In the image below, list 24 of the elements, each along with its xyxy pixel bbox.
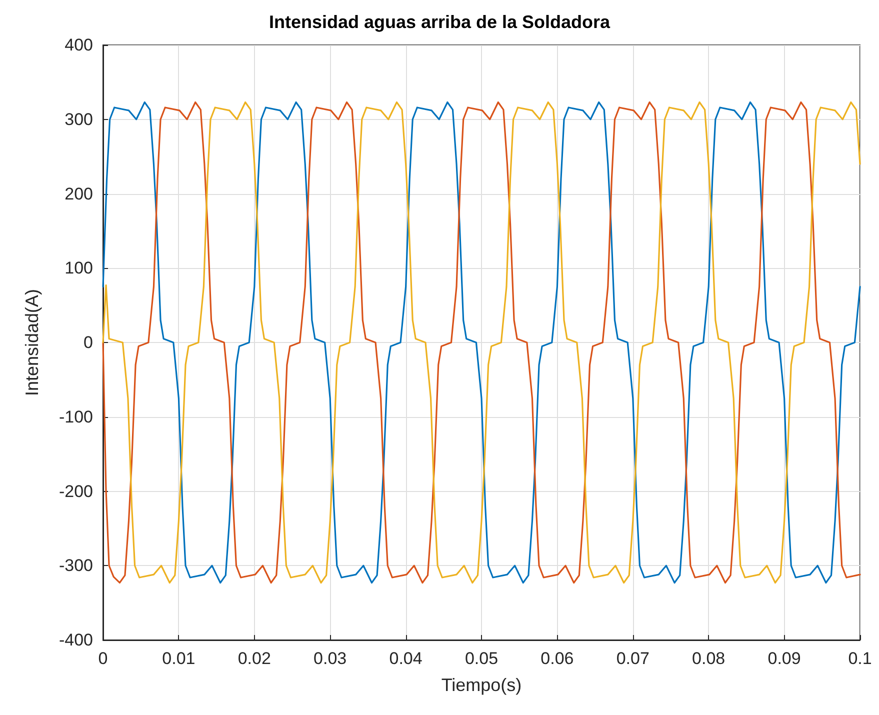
x-tick-label: 0.07 xyxy=(616,649,650,668)
x-tick-label: 0.01 xyxy=(162,649,196,668)
y-tick-label: 100 xyxy=(64,258,93,278)
y-tick-label: 0 xyxy=(84,333,93,352)
x-axis-title: Tiempo(s) xyxy=(441,675,522,695)
x-tick-label: 0.02 xyxy=(238,649,271,668)
y-tick-label: 300 xyxy=(64,110,93,129)
y-tick-label: -400 xyxy=(58,630,93,650)
x-tick-label: 0.04 xyxy=(389,649,422,668)
x-tick-label: 0.05 xyxy=(464,649,498,668)
line-series xyxy=(102,101,861,584)
y-axis-title: Intensidad(A) xyxy=(22,288,42,396)
x-tick-label: 0.06 xyxy=(540,649,574,668)
x-tick-label: 0 xyxy=(98,649,108,668)
x-tick-label: 0.03 xyxy=(314,649,347,668)
x-tick-label: 0.09 xyxy=(768,649,801,668)
x-tick-label: 0.1 xyxy=(848,649,872,668)
y-tick-label: -300 xyxy=(58,556,93,576)
y-tick-label: 400 xyxy=(64,36,93,54)
y-tick-label: -100 xyxy=(58,407,93,426)
x-tick-label: 0.08 xyxy=(692,649,726,668)
y-tick-label: 200 xyxy=(64,184,93,204)
y-tick-label: -200 xyxy=(58,482,93,501)
chart-title: Intensidad aguas arriba de la Soldadora xyxy=(268,12,612,32)
